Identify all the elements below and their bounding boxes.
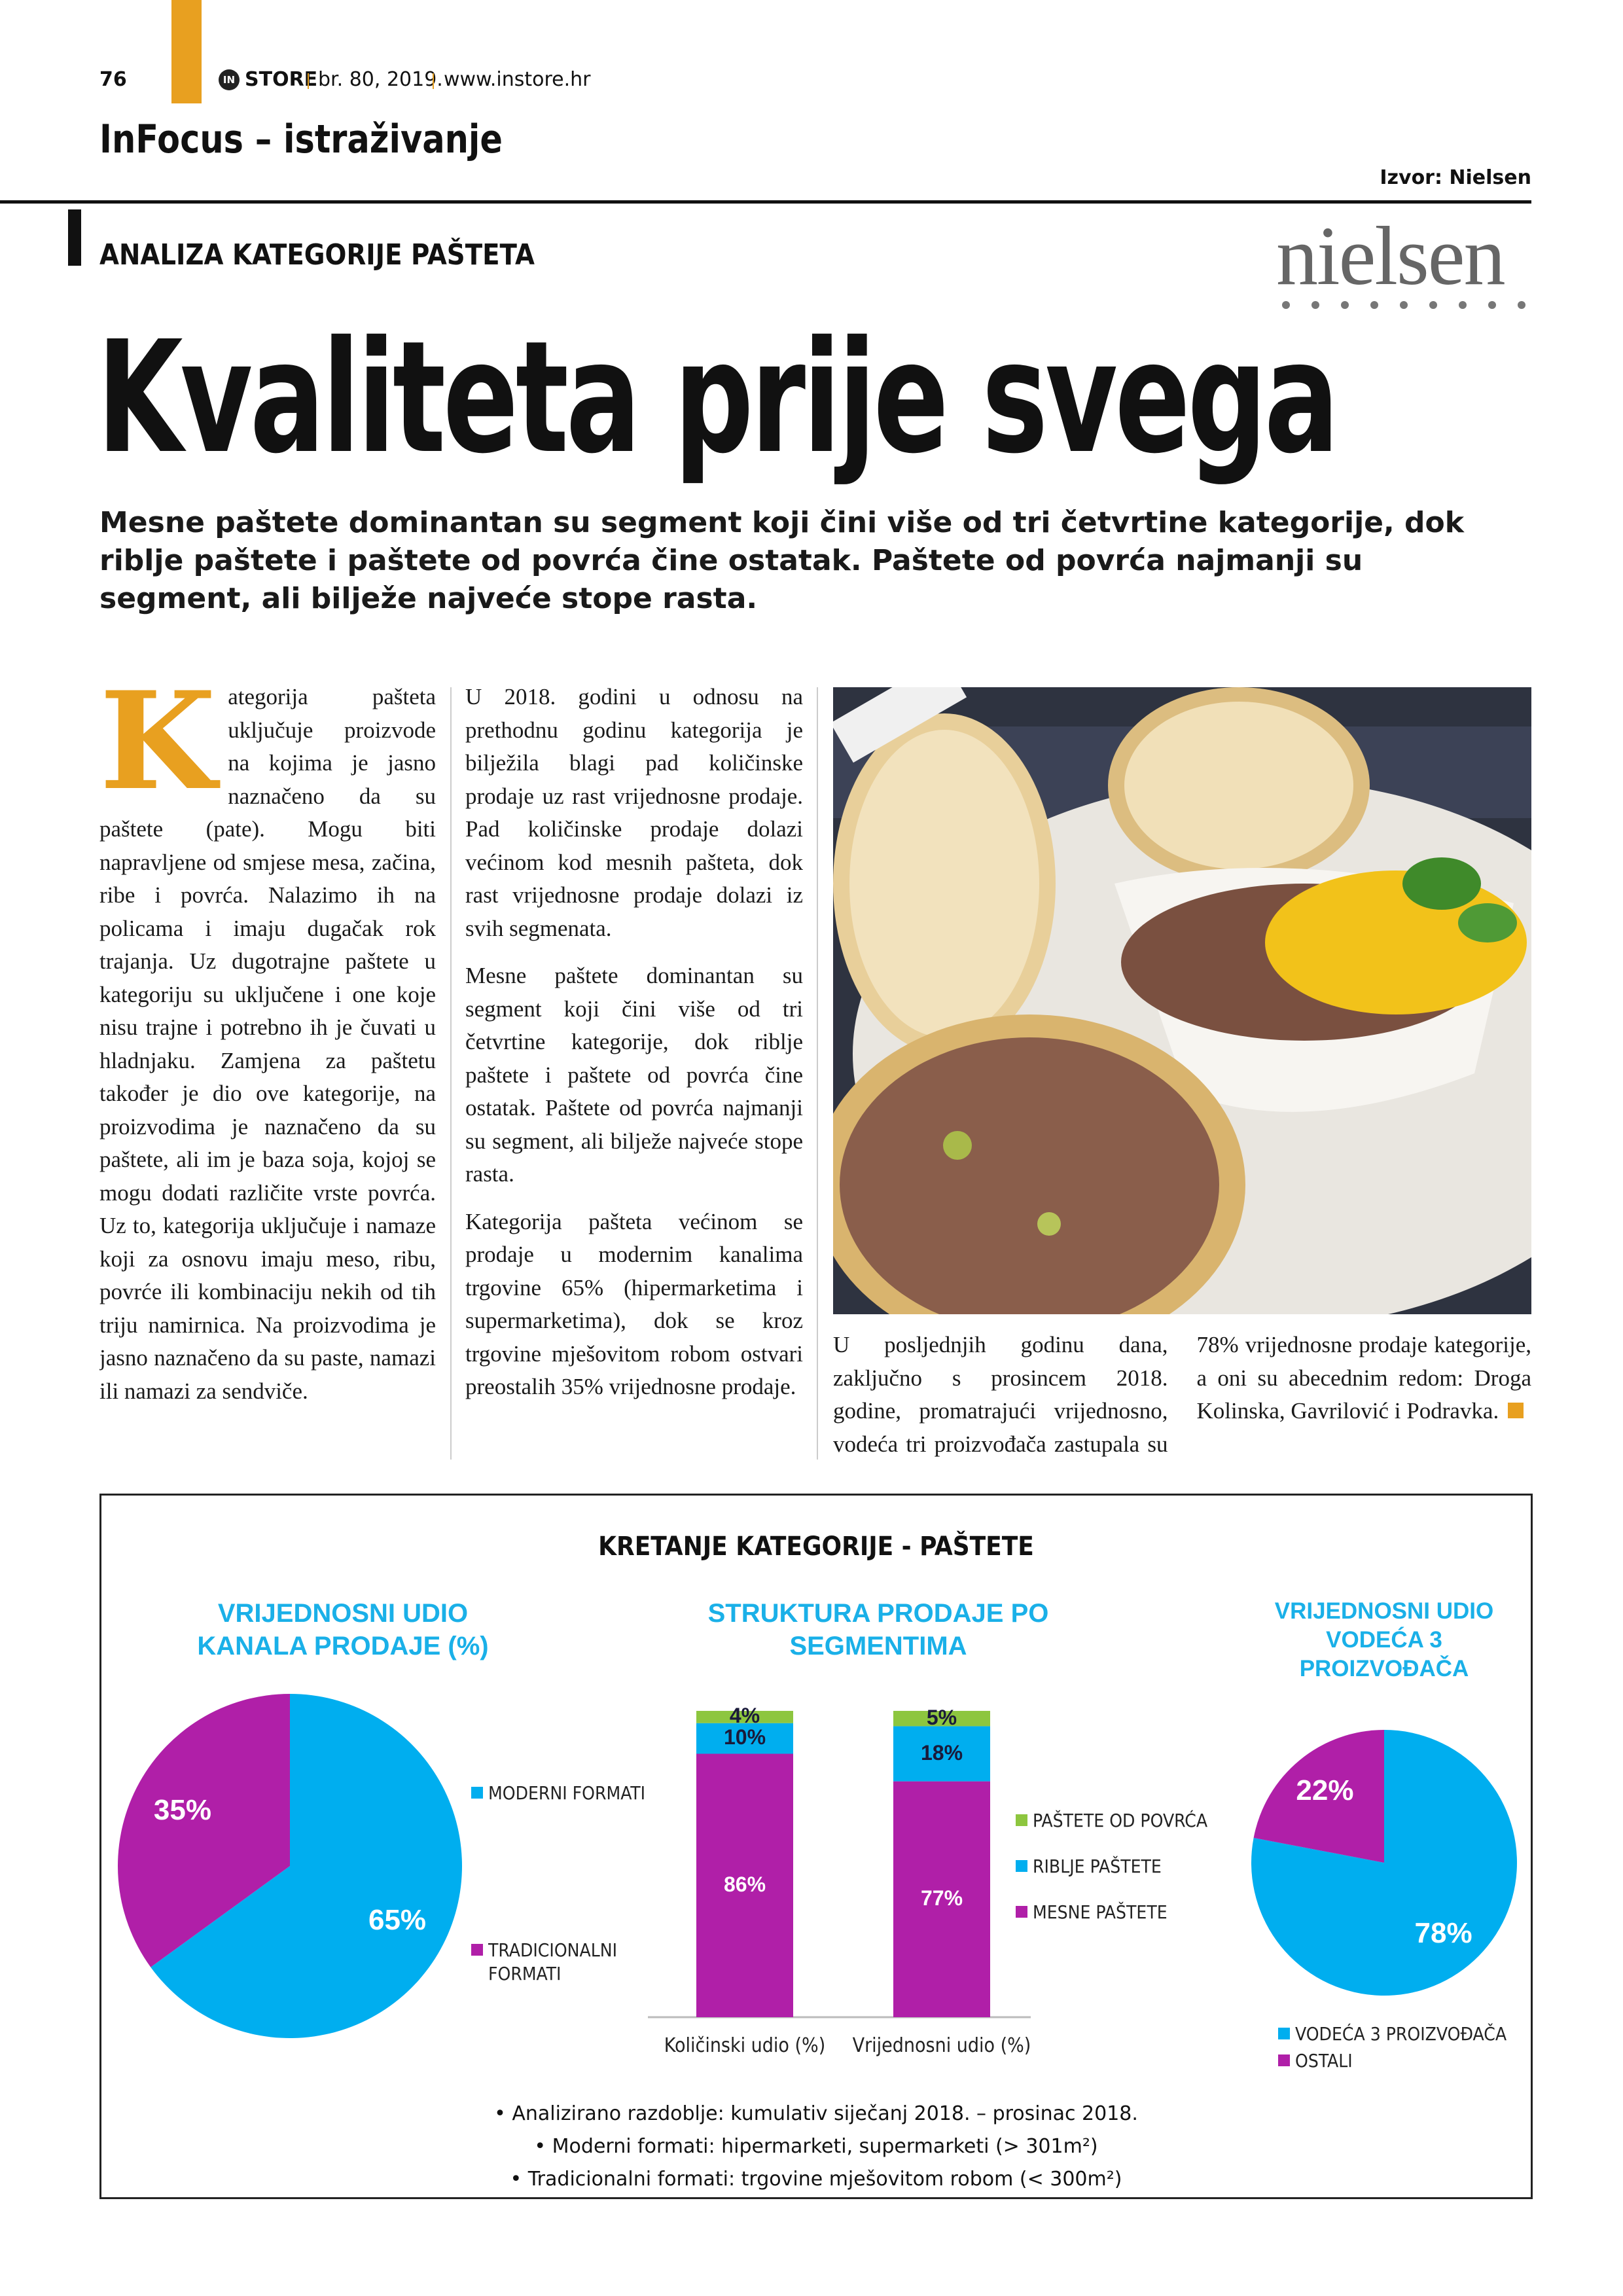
- kicker: ANALIZA KATEGORIJE PAŠTETA: [99, 238, 535, 272]
- slice-label: 65%: [368, 1903, 427, 1936]
- legend-label: OSTALI: [1295, 2050, 1353, 2072]
- legend-swatch: [1016, 1906, 1027, 1918]
- bar-segment: [696, 1723, 793, 1754]
- legend-swatch: [1278, 2028, 1290, 2039]
- kicker-bar: [68, 209, 81, 266]
- bar-segment: [696, 1753, 793, 2017]
- slice-label: 22%: [1296, 1774, 1354, 1806]
- separator: [433, 73, 434, 89]
- lead: Mesne paštete dominantan su segment koji…: [99, 506, 1465, 615]
- rule: [0, 200, 1531, 204]
- column-pair: U posljednjih godinu dana, zaključno s p…: [833, 1329, 1531, 1473]
- header-tab: [171, 0, 202, 103]
- legend-label: RIBLJE PAŠTETE: [1033, 1856, 1162, 1877]
- logo-dots: [1282, 301, 1525, 309]
- separator: [308, 73, 309, 89]
- pie-slice: [151, 1694, 463, 2039]
- magazine-logo: IN: [219, 69, 240, 90]
- website: www.instore.hr: [444, 68, 591, 91]
- note: Moderni formati: hipermarketi, supermark…: [99, 2135, 1533, 2158]
- end-mark: [1508, 1403, 1524, 1418]
- page-number: 76: [99, 68, 127, 91]
- legend-swatch: [471, 1944, 483, 1956]
- pie-slice: [118, 1694, 291, 1967]
- x-tick-label: Vrijednosni udio (%): [852, 2034, 1031, 2057]
- bar-label: 77%: [920, 1886, 963, 1910]
- legend-label: MODERNI FORMATI: [488, 1782, 646, 1804]
- legend-swatch: [1278, 2054, 1290, 2066]
- photo: [833, 687, 1531, 1314]
- legend-swatch: [471, 1787, 483, 1799]
- legend-label: TRADICIONALNI FORMATI: [488, 1939, 617, 1984]
- paragraph: Kategorija pašteta većinom se prodaje u …: [465, 1208, 803, 1400]
- column-rule: [817, 687, 818, 1460]
- chart-title: VRIJEDNOSNI UDIO KANALA PRODAJE (%): [197, 1599, 489, 1660]
- infographic-box: [99, 1494, 1533, 2199]
- legend-label: PAŠTETE OD POVRĆA: [1033, 1810, 1208, 1831]
- legend-label: VODEĆA 3 PROIZVOĐAČA: [1295, 2023, 1507, 2045]
- bar-label: 4%: [729, 1704, 760, 1728]
- note: Tradicionalni formati: trgovine mješovit…: [99, 2168, 1533, 2191]
- paragraph: Kategorija pašteta uključuje proizvode n…: [99, 681, 436, 1404]
- bar-label: 86%: [723, 1872, 766, 1896]
- bar-segment: [893, 1781, 990, 2017]
- paragraph: U posljednjih godinu dana, zaključno s p…: [833, 1329, 1531, 1461]
- legend-swatch: [1016, 1860, 1027, 1872]
- section-title: InFocus – istraživanje: [99, 117, 503, 162]
- bar-label: 10%: [723, 1725, 766, 1749]
- chart-title: VRIJEDNOSNI UDIO VODEĆA 3 PROIZVOĐAČA: [1274, 1598, 1494, 1681]
- paragraph-text: U posljednjih godinu dana, zaključno s p…: [833, 1332, 1531, 1457]
- legend-swatch: [1016, 1814, 1027, 1826]
- note: Analizirano razdoblje: kumulativ siječan…: [99, 2102, 1533, 2125]
- bar-label: 18%: [920, 1740, 963, 1765]
- slice-label: 78%: [1414, 1917, 1472, 1950]
- bar-label: 5%: [926, 1705, 957, 1729]
- bar-segment: [893, 1726, 990, 1782]
- nielsen-logo: nielsen: [1276, 209, 1506, 302]
- paragraph: Mesne paštete dominantan su segment koji…: [465, 963, 803, 1187]
- headline: Kvaliteta prije svega: [97, 308, 1339, 488]
- x-tick-label: Količinski udio (%): [664, 2034, 826, 2057]
- bar-segment: [696, 1711, 793, 1723]
- pie-slice: [1253, 1730, 1384, 1863]
- magazine-name: STORE: [245, 68, 318, 91]
- column: U 2018. godini u odnosu na prethodnu god…: [465, 681, 803, 1466]
- infographic-title: KRETANJE KATEGORIJE - PAŠTETE: [598, 1532, 1034, 1562]
- paragraph: U 2018. godini u odnosu na prethodnu god…: [465, 684, 803, 941]
- legend-label: MESNE PAŠTETE: [1033, 1901, 1168, 1923]
- chart-title: STRUKTURA PRODAJE PO SEGMENTIMA: [707, 1599, 1049, 1660]
- bar-segment: [893, 1711, 990, 1727]
- issue: br. 80, 2019.: [318, 68, 443, 91]
- source: Izvor: Nielsen: [1380, 166, 1531, 189]
- slice-label: 35%: [153, 1794, 211, 1827]
- column-rule: [450, 687, 452, 1460]
- column: Kategorija pašteta uključuje proizvode n…: [99, 681, 436, 1466]
